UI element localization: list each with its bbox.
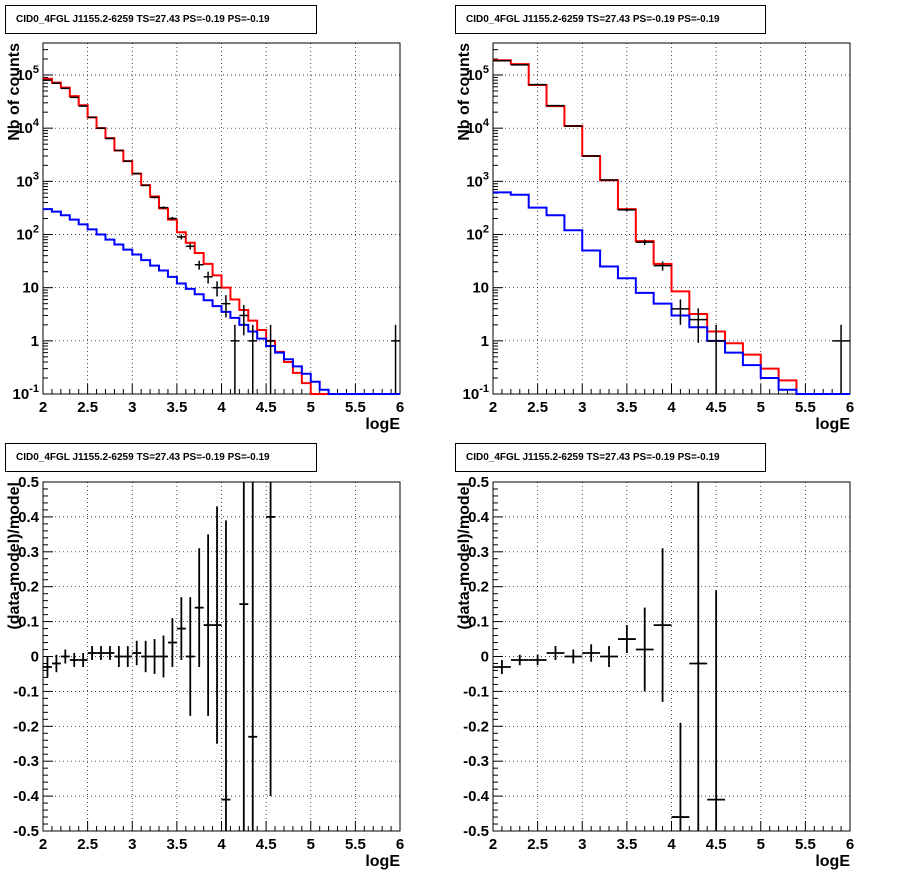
x-tick-label: 2.5 [527,836,548,853]
x-tick-label: 6 [846,836,854,853]
x-tick-label: 5 [757,836,765,853]
x-axis-title: logE [815,416,850,433]
x-tick-label: 4.5 [706,836,727,853]
plot-frame [42,481,401,832]
y-tick-label: -0.2 [463,718,489,735]
y-tick-label: -0.3 [13,753,39,770]
x-tick-label: 2.5 [527,399,548,416]
y-tick-label: 102 [466,224,489,244]
x-tick-label: 3.5 [166,399,187,416]
x-tick-label: 4.5 [256,399,277,416]
x-tick-label: 4.5 [706,399,727,416]
plot-frame [492,481,851,832]
chart-panel-top-right: 2 2.5 3 3.5 4 4.5 5 5.5 6 10-1 1 10 102 103 104 105 logE… [456,42,854,433]
chart-panel-bottom-right: 2 2.5 3 3.5 4 4.5 5 5.5 6 -0.5 -0.4 -0.3 -0.2 -0.1 0 0.… [456,474,854,870]
x-tick-label: 5.5 [795,836,816,853]
y-axis-title: (data-model)/model [6,482,23,630]
x-tick-label: 5.5 [345,399,366,416]
y-tick-label: 1 [481,333,489,350]
x-tick-label: 4 [217,836,226,853]
y-tick-label: 10-1 [463,383,489,403]
series-line-background [43,208,400,395]
y-tick-label: 102 [16,224,39,244]
x-tick-label: 2 [39,836,47,853]
x-tick-label: 3 [128,399,136,416]
x-axis-title: logE [365,853,400,870]
y-tick-label: -0.1 [463,683,489,700]
chart-panel-bottom-left: 2 2.5 3 3.5 4 4.5 5 5.5 6 -0.5 -0.4 -0.3 -0.2 -0.1 0 0.… [6,474,404,870]
y-tick-label: 0.5 [18,474,39,491]
y-tick-label: 0.3 [18,544,39,561]
x-tick-label: 6 [396,399,404,416]
y-tick-label: 1 [31,333,39,350]
x-tick-label: 2.5 [77,836,98,853]
x-tick-label: 3.5 [166,836,187,853]
x-tick-label: 4.5 [256,836,277,853]
x-tick-label: 5 [307,836,315,853]
y-tick-label: 103 [16,170,39,190]
y-axis-title: Nb of counts [6,43,23,141]
y-tick-label: -0.4 [13,788,40,805]
x-tick-label: 5.5 [345,836,366,853]
plot-frame [42,42,401,395]
series-line-model [43,77,400,395]
y-tick-label: 0 [481,649,489,666]
x-tick-label: 3 [578,836,586,853]
x-tick-label: 3.5 [616,836,637,853]
y-tick-label: -0.4 [463,788,490,805]
y-tick-label: 0.5 [468,474,489,491]
x-tick-label: 5.5 [795,399,816,416]
x-axis-title: logE [815,853,850,870]
x-tick-label: 4 [217,399,226,416]
y-tick-label: 0.1 [468,614,489,631]
x-tick-label: 4 [667,399,676,416]
y-tick-label: 0.2 [18,579,39,596]
y-tick-label: 10-1 [13,383,39,403]
y-tick-label: 104 [16,117,40,137]
y-tick-label: 0.1 [18,614,39,631]
x-tick-label: 3.5 [616,399,637,416]
y-tick-label: 0.4 [18,509,40,526]
x-axis-title: logE [365,416,400,433]
x-tick-label: 2 [489,836,497,853]
x-tick-label: 2 [489,399,497,416]
y-tick-label: -0.5 [13,823,39,840]
y-tick-label: 0 [31,649,39,666]
x-tick-label: 2 [39,399,47,416]
panel-title-top-right: CID0_4FGL J1155.2-6259 TS=27.43 PS=-0.19… [455,5,766,34]
y-tick-label: 103 [466,170,489,190]
x-tick-label: 5 [307,399,315,416]
y-axis-title: (data-model)/model [456,482,473,630]
x-tick-label: 3 [578,399,586,416]
y-tick-label: 104 [466,117,490,137]
y-tick-label: -0.3 [463,753,489,770]
x-tick-label: 6 [846,399,854,416]
y-tick-label: 0.4 [468,509,490,526]
y-axis-title: Nb of counts [456,43,473,141]
x-tick-label: 6 [396,836,404,853]
plot-frame [492,42,851,395]
x-tick-label: 5 [757,399,765,416]
chart-panel-top-left: 2 2.5 3 3.5 4 4.5 5 5.5 6 10-1 1 10 102 103 104 105 logE… [6,42,404,433]
panel-title-bottom-right: CID0_4FGL J1155.2-6259 TS=27.43 PS=-0.19… [455,443,766,472]
y-tick-label: 0.3 [468,544,489,561]
y-tick-label: 0.2 [468,579,489,596]
y-tick-label: -0.5 [463,823,489,840]
panel-title-top-left: CID0_4FGL J1155.2-6259 TS=27.43 PS=-0.19… [5,5,317,34]
y-tick-label: 105 [16,64,39,84]
series-line-background [493,191,850,395]
y-tick-label: 10 [22,280,39,297]
panel-title-bottom-left: CID0_4FGL J1155.2-6259 TS=27.43 PS=-0.19… [5,443,317,472]
y-tick-label: -0.2 [13,718,39,735]
y-tick-label: -0.1 [13,683,39,700]
y-tick-label: 10 [472,280,489,297]
x-tick-label: 2.5 [77,399,98,416]
x-tick-label: 3 [128,836,136,853]
y-tick-label: 105 [466,64,489,84]
x-tick-label: 4 [667,836,676,853]
